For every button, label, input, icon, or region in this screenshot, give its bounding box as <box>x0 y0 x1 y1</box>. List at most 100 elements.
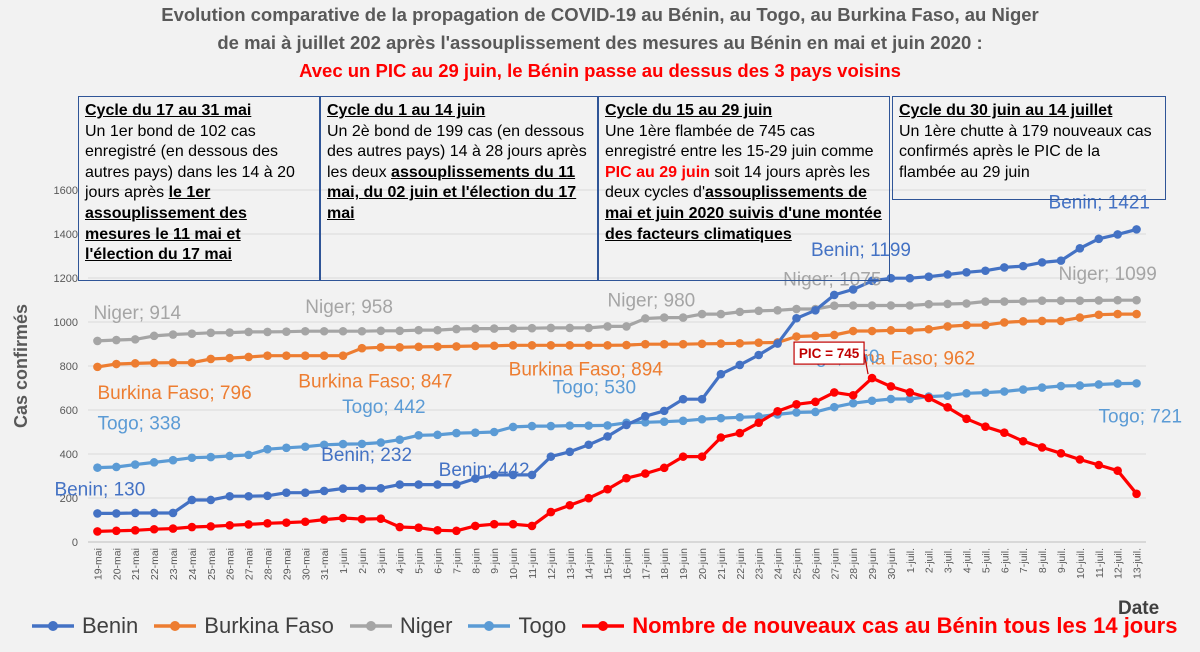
data-point-burkina-faso <box>641 339 650 349</box>
x-tick-label: 30-mai <box>300 548 312 580</box>
data-point-benin <box>1037 258 1047 267</box>
data-point-nombre-de-nouveaux-cas-au-benin-tous-les-14-jours <box>546 507 556 517</box>
data-point-nombre-de-nouveaux-cas-au-benin-tous-les-14-jours <box>168 524 178 533</box>
data-point-togo <box>206 452 216 462</box>
data-point-burkina-faso <box>565 341 575 350</box>
data-point-niger <box>414 325 423 335</box>
data-point-togo <box>886 394 896 404</box>
legend-swatch-togo <box>468 621 511 631</box>
cycle-box-1-text: Un 1er bond de 102 cas enregistré (en de… <box>85 122 295 202</box>
data-point-niger <box>565 323 575 333</box>
data-point-benin <box>282 488 291 498</box>
data-point-togo <box>282 443 291 453</box>
data-point-burkina-faso <box>395 343 405 352</box>
data-point-burkina-faso <box>659 339 669 349</box>
data-point-burkina-faso <box>433 342 442 351</box>
cycle-box-2-text: Un 2è bond de 199 cas (en dessous des au… <box>327 122 587 181</box>
data-point-benin <box>300 488 310 498</box>
data-point-togo <box>244 450 253 460</box>
y-tick-label: 200 <box>60 493 78 505</box>
data-point-benin <box>244 491 253 501</box>
x-tick-label: 16-juin <box>621 548 633 580</box>
peak-callout-leader <box>863 352 869 375</box>
legend-label-niger: Niger <box>399 613 453 638</box>
data-point-nombre-de-nouveaux-cas-au-benin-tous-les-14-jours <box>697 452 707 461</box>
data-point-niger <box>754 306 763 316</box>
data-point-burkina-faso <box>319 351 329 360</box>
data-point-togo <box>641 418 650 427</box>
x-tick-label: 22-mai <box>149 548 161 580</box>
data-point-benin <box>376 484 386 493</box>
data-point-benin <box>735 360 745 370</box>
data-point-togo <box>1075 381 1085 390</box>
x-tick-label: 6-juil. <box>999 548 1011 573</box>
cycle-box-4: Cycle du 30 juin au 14 juillet Un 1ère c… <box>892 96 1166 200</box>
data-point-niger <box>225 328 234 337</box>
legend-item-togo: Togo <box>466 613 566 639</box>
data-point-benin <box>130 508 140 518</box>
y-tick-label: 400 <box>60 449 78 461</box>
data-point-niger <box>603 322 612 331</box>
data-point-togo <box>471 428 480 437</box>
data-point-togo <box>792 408 801 417</box>
data-point-togo <box>376 438 386 447</box>
data-point-benin <box>319 486 329 496</box>
data-point-nombre-de-nouveaux-cas-au-benin-tous-les-14-jours <box>716 433 726 442</box>
legend-label-burkina-faso: Burkina Faso <box>204 613 334 638</box>
data-point-niger <box>149 331 159 341</box>
data-point-niger <box>433 325 442 335</box>
data-point-niger <box>1018 297 1028 306</box>
x-tick-label: 25-mai <box>206 548 218 580</box>
data-point-nombre-de-nouveaux-cas-au-benin-tous-les-14-jours <box>1018 436 1028 446</box>
data-point-burkina-faso <box>962 320 971 330</box>
x-tick-label: 17-juin <box>640 548 652 580</box>
x-tick-label: 8-juil. <box>1037 548 1049 573</box>
data-point-nombre-de-nouveaux-cas-au-benin-tous-les-14-jours <box>489 519 499 529</box>
data-point-togo <box>659 417 669 426</box>
data-point-burkina-faso <box>282 351 291 360</box>
data-label-togo: Togo; 721 <box>1099 406 1182 427</box>
data-point-togo <box>1113 379 1122 388</box>
data-point-benin <box>93 509 102 518</box>
x-tick-label: 6-juin <box>433 548 445 574</box>
x-tick-label: 13-juil. <box>1132 548 1144 579</box>
data-point-burkina-faso <box>867 326 877 336</box>
x-tick-label: 23-juin <box>754 548 766 580</box>
data-point-niger <box>924 299 934 309</box>
data-point-niger <box>905 301 915 310</box>
data-point-benin <box>414 480 423 489</box>
data-point-benin <box>1056 256 1066 265</box>
data-point-burkina-faso <box>622 340 631 350</box>
data-point-togo <box>225 451 234 461</box>
data-point-niger <box>829 301 839 311</box>
data-point-niger <box>93 336 102 346</box>
data-point-niger <box>130 335 140 344</box>
data-point-nombre-de-nouveaux-cas-au-benin-tous-les-14-jours <box>414 523 423 532</box>
legend-item-niger: Niger <box>348 613 453 639</box>
y-tick-label: 600 <box>60 405 78 417</box>
data-point-togo <box>603 421 612 430</box>
data-point-burkina-faso <box>376 343 386 352</box>
data-point-nombre-de-nouveaux-cas-au-benin-tous-les-14-jours <box>1094 460 1104 470</box>
data-point-nombre-de-nouveaux-cas-au-benin-tous-les-14-jours <box>282 518 291 527</box>
data-point-benin <box>754 350 763 360</box>
data-point-niger <box>244 327 253 337</box>
data-point-nombre-de-nouveaux-cas-au-benin-tous-les-14-jours <box>319 515 329 524</box>
x-tick-label: 24-juin <box>773 548 785 580</box>
data-point-togo <box>1094 380 1104 389</box>
data-label-burkina-faso: Burkina Faso; 847 <box>298 372 452 393</box>
data-point-niger <box>886 301 896 310</box>
data-point-nombre-de-nouveaux-cas-au-benin-tous-les-14-jours <box>206 522 216 531</box>
data-point-burkina-faso <box>263 351 272 360</box>
data-point-nombre-de-nouveaux-cas-au-benin-tous-les-14-jours <box>244 520 253 529</box>
data-point-benin <box>452 480 461 489</box>
cycle-box-4-text: Un 1ère chutte à 179 nouveaux cas confir… <box>899 122 1152 181</box>
data-point-niger <box>282 327 291 336</box>
y-axis-label: Cas confirmés <box>11 304 31 428</box>
data-point-nombre-de-nouveaux-cas-au-benin-tous-les-14-jours <box>433 526 442 535</box>
data-point-niger <box>1113 295 1122 305</box>
data-point-togo <box>697 414 707 424</box>
cycle-box-2-bold: assouplissements du 11 mai, du 02 juin e… <box>327 163 577 222</box>
data-point-nombre-de-nouveaux-cas-au-benin-tous-les-14-jours <box>792 399 801 409</box>
